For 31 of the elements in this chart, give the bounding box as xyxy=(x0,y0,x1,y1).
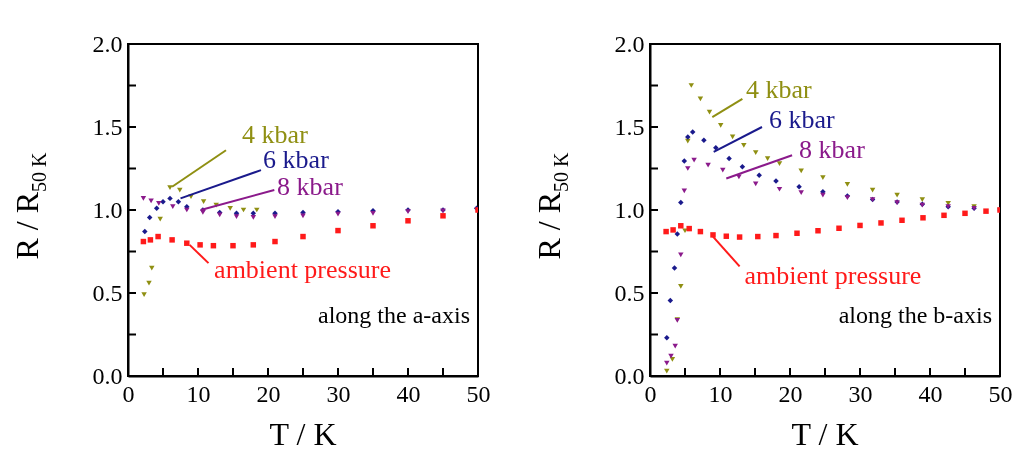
x-tick-label: 50 xyxy=(466,380,491,407)
y-tick-label: 1.0 xyxy=(92,196,123,223)
x-axis-title: T / K xyxy=(791,416,859,452)
x-tick-label: 40 xyxy=(396,380,421,407)
x-tick-label: 30 xyxy=(848,380,873,407)
y-tick-label: 0.0 xyxy=(614,362,645,389)
x-tick-label: 10 xyxy=(708,380,733,407)
y-tick-label: 1.5 xyxy=(92,113,123,140)
y-tick-label: 2.0 xyxy=(92,30,123,57)
y-tick-label: 0.5 xyxy=(92,279,123,306)
y-tick-label: 1.5 xyxy=(614,113,645,140)
x-tick-label: 0 xyxy=(122,380,135,407)
y-tick-label: 0.5 xyxy=(614,279,645,306)
annotation: along the a-axis xyxy=(318,302,470,328)
x-axis-title: T / K xyxy=(269,416,337,452)
legend-label: 8 kbar xyxy=(799,135,866,165)
series-label: 6 kbar xyxy=(769,105,836,135)
y-tick-label: 0.0 xyxy=(92,362,123,389)
x-tick-label: 30 xyxy=(326,380,351,407)
annotation: along the b-axis xyxy=(838,302,992,328)
series-label: ambient pressure xyxy=(744,261,922,291)
x-tick-label: 0 xyxy=(644,380,657,407)
x-tick-label: 20 xyxy=(778,380,803,407)
y-tick-label: 1.0 xyxy=(614,196,645,223)
x-tick-label: 40 xyxy=(918,380,943,407)
x-tick-label: 50 xyxy=(988,380,1013,407)
x-tick-label: 10 xyxy=(186,380,211,407)
legend-label: 4 kbar xyxy=(745,75,812,105)
legend-label: ambient pressure xyxy=(214,254,391,284)
x-tick-label: 20 xyxy=(256,380,281,407)
y-tick-label: 2.0 xyxy=(614,30,645,57)
